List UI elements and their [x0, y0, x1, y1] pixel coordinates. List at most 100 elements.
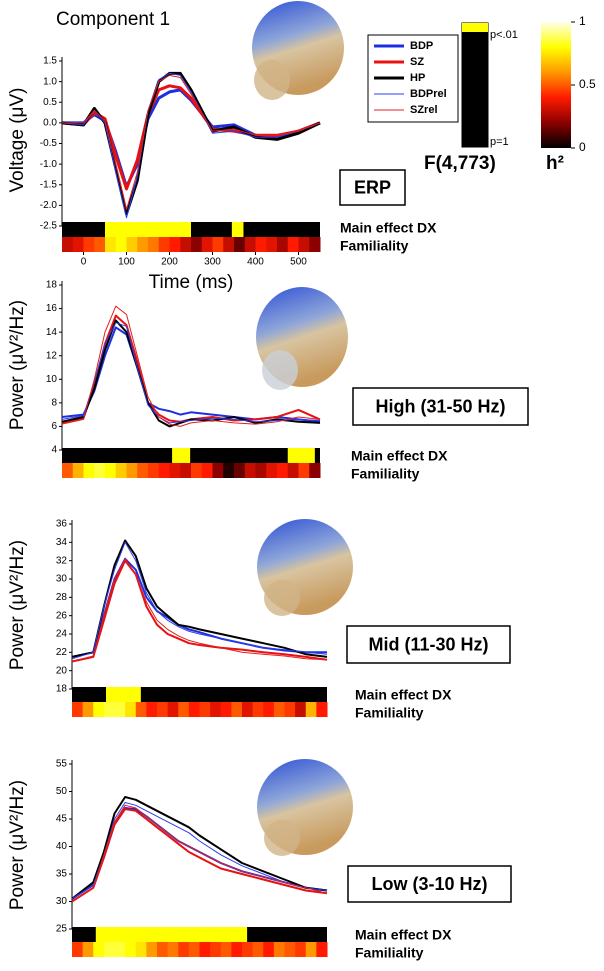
y-tick-label: 30: [56, 896, 68, 907]
y-tick-label: 12: [46, 350, 58, 361]
familiality-cell: [82, 942, 94, 957]
y-tick-label: 18: [46, 280, 58, 291]
familiality-cell: [273, 942, 285, 957]
y-tick-label: 8: [51, 397, 57, 408]
y-tick-label: 40: [56, 841, 68, 852]
familiality-cell: [115, 237, 127, 252]
familiality-cell: [137, 237, 149, 252]
familiality-cell: [180, 463, 192, 478]
familiality-cell: [242, 942, 254, 957]
familiality-cell: [167, 942, 179, 957]
panel-label-box: [347, 865, 512, 903]
dx-significant: [95, 927, 248, 942]
familiality-cell: [295, 702, 307, 717]
familiality-cell: [126, 463, 138, 478]
familiality-cell: [287, 237, 299, 252]
y-tick-label: 18: [56, 684, 68, 695]
h2-colorbar: [541, 22, 571, 148]
y-axis-title: Power (μV²/Hz): [7, 540, 28, 670]
series-line: [71, 802, 328, 900]
x-tick-label: 400: [247, 257, 264, 268]
y-tick-label: -2.0: [40, 200, 58, 211]
familiality-cell: [234, 237, 246, 252]
familiality-cell: [223, 463, 235, 478]
familiality-cell: [114, 702, 126, 717]
y-tick-label: 1.5: [43, 56, 57, 67]
x-tick-label: 100: [118, 257, 135, 268]
y-tick-label: 14: [46, 327, 58, 338]
x-tick-label: 500: [290, 257, 307, 268]
legend-label: SZrel: [410, 104, 438, 116]
familiality-cell: [309, 463, 321, 478]
y-axis-title: Power (μV²/Hz): [7, 300, 28, 430]
y-tick-label: 0.0: [43, 118, 57, 129]
y-tick-label: 45: [56, 814, 68, 825]
head-1: [252, 1, 344, 100]
x-tick-label: 200: [161, 257, 178, 268]
familiality-cell: [277, 237, 289, 252]
familiality-cell: [146, 942, 158, 957]
familiality-cell: [201, 463, 213, 478]
familiality-cell: [62, 463, 74, 478]
familiality-cell: [266, 237, 278, 252]
y-tick-label: 0.5: [43, 97, 57, 108]
familiality-cell: [83, 463, 95, 478]
familiality-cell: [231, 702, 243, 717]
dx-strip: [62, 448, 320, 463]
familiality-cell: [295, 942, 307, 957]
p-colorbar: [461, 22, 489, 148]
x-tick-label: 300: [204, 257, 221, 268]
y-tick-label: -0.5: [40, 138, 58, 149]
familiality-cell: [178, 942, 190, 957]
familiality-cell: [148, 463, 160, 478]
familiality-cell: [158, 463, 170, 478]
familiality-cell: [298, 463, 310, 478]
familiality-cell: [72, 942, 84, 957]
dx-label: Main effect DX: [355, 687, 452, 703]
familiality-cell: [231, 942, 243, 957]
legend-label: SZ: [410, 56, 424, 68]
familiality-cell: [191, 237, 203, 252]
familiality-cell: [305, 942, 317, 957]
familiality-cell: [180, 237, 192, 252]
familiality-cell: [284, 702, 296, 717]
h2-tick-label: 0: [579, 140, 586, 154]
familiality-cell: [115, 463, 127, 478]
y-tick-label: 50: [56, 786, 68, 797]
head-2: [256, 287, 348, 390]
dx-significant: [231, 222, 244, 237]
familiality-cell: [157, 702, 169, 717]
y-tick-label: 10: [46, 374, 58, 385]
familiality-cell: [284, 942, 296, 957]
familiality-cell: [234, 463, 246, 478]
familiality-cell: [273, 702, 285, 717]
head-3: [257, 519, 353, 616]
panel-label: ERP: [354, 177, 391, 197]
dx-label: Main effect DX: [351, 448, 448, 464]
dx-label: Main effect DX: [355, 927, 452, 943]
y-tick-label: 26: [56, 610, 68, 621]
familiality-cell: [199, 942, 211, 957]
familiality-cell: [266, 463, 278, 478]
familiality-cell: [62, 237, 74, 252]
y-tick-label: 30: [56, 574, 68, 585]
dx-significant: [105, 222, 191, 237]
panel-label: Low (3-10 Hz): [371, 874, 487, 894]
familiality-cell: [263, 942, 275, 957]
familiality-cell: [252, 942, 264, 957]
familiality-cell: [146, 702, 158, 717]
familiality-cell: [201, 237, 213, 252]
y-axis-title: Power (μV²/Hz): [7, 780, 28, 910]
familiality-cell: [242, 702, 254, 717]
familiality-cell: [169, 237, 181, 252]
familiality-cell: [212, 463, 224, 478]
figure-title: Component 1: [56, 9, 170, 30]
head-4: [257, 759, 353, 856]
familiality-cell: [210, 942, 222, 957]
y-tick-label: 34: [56, 537, 68, 548]
familiality-cell: [157, 942, 169, 957]
dx-significant: [287, 448, 315, 463]
familiality-cell: [125, 702, 137, 717]
series-line: [71, 808, 328, 903]
familiality-label: Familiality: [351, 466, 420, 482]
